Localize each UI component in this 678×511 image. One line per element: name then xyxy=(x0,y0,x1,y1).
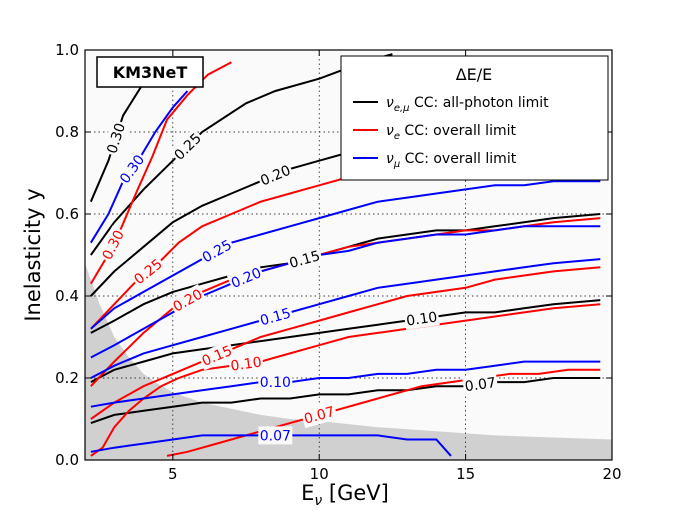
contour-line-0.10 xyxy=(90,303,601,457)
legend-box xyxy=(340,55,609,181)
x-tick-label: 20 xyxy=(602,465,621,483)
contour-label: 0.10 xyxy=(230,355,263,375)
x-axis-label: Eν [GeV] xyxy=(301,481,389,509)
contour-label-bg xyxy=(462,372,499,396)
contour-label: 0.10 xyxy=(405,309,438,329)
x-tick-label: 5 xyxy=(168,465,178,483)
contour-label-bg xyxy=(227,352,265,375)
contour-label-bg xyxy=(285,245,324,273)
contour-label-bg xyxy=(403,307,440,330)
contour-label-group: 0.07 xyxy=(258,426,293,445)
contour-label-bg xyxy=(97,225,129,264)
contour-label-bg xyxy=(168,283,207,317)
contour-line-0.10 xyxy=(90,299,601,383)
contour-label-group: 0.10 xyxy=(227,352,265,375)
x-tick-label: 10 xyxy=(310,465,329,483)
y-tick-label: 0.8 xyxy=(55,123,79,141)
badge: KM3NeT xyxy=(96,56,204,88)
contour-label: 0.07 xyxy=(260,428,291,444)
contour-label-bg xyxy=(258,373,293,392)
contour-line-0.15 xyxy=(90,266,601,420)
y-tick-label: 0.0 xyxy=(55,451,79,469)
badge-text: KM3NeT xyxy=(113,63,188,82)
contour-label-bg xyxy=(300,401,339,429)
contour-label-bg xyxy=(258,426,293,445)
legend-subscript: e xyxy=(394,131,400,142)
contour-label: 0.10 xyxy=(260,375,291,391)
y-tick-label: 1.0 xyxy=(55,41,79,59)
contour-label-bg xyxy=(129,253,167,290)
y-tick-label: 0.4 xyxy=(55,287,79,305)
legend-label: νμ CC: overall limit xyxy=(386,151,517,170)
legend-symbol: ν xyxy=(386,95,394,111)
x-tick-label: 15 xyxy=(456,465,475,483)
contour-label-bg xyxy=(197,340,236,371)
contour-label-bg xyxy=(256,303,295,330)
contour-label-bg xyxy=(256,160,295,190)
y-axis-label: Inelasticity y xyxy=(21,188,45,321)
legend-text: CC: overall limit xyxy=(400,151,517,167)
legend-title: ΔE/E xyxy=(456,65,493,84)
contour-label-group: 0.10 xyxy=(258,373,293,392)
legend-subscript: e,μ xyxy=(394,103,410,114)
y-tick-label: 0.6 xyxy=(55,205,79,223)
contour-line-0.15 xyxy=(90,258,601,379)
excluded-region xyxy=(85,263,612,460)
legend-symbol: ν xyxy=(386,151,394,167)
y-tick-label: 0.2 xyxy=(55,369,79,387)
contour-label-group: 0.10 xyxy=(403,307,440,330)
legend-text: CC: all-photon limit xyxy=(410,95,550,111)
legend-symbol: ν xyxy=(386,123,394,139)
legend-label: νe CC: overall limit xyxy=(386,123,516,142)
contour-line-0.07 xyxy=(90,377,601,425)
x-axis-label-sub: ν xyxy=(314,493,322,509)
contour-label-group: 0.07 xyxy=(462,372,499,396)
axis-ticks: 5 10 15 20 0.0 0.2 0.4 0.6 0.8 1.0 xyxy=(55,41,621,483)
badge-box xyxy=(96,56,204,88)
plot-frame xyxy=(84,49,613,461)
contour-label-bg xyxy=(226,262,266,293)
contour-label-bg xyxy=(169,128,206,165)
legend-subscript: μ xyxy=(393,159,400,170)
contour-line-0.25 xyxy=(90,180,601,330)
contour-label-bg xyxy=(114,149,150,188)
contour-label-bg xyxy=(197,234,236,268)
contour-label-bg xyxy=(101,119,130,158)
contour-line-0.07 xyxy=(166,368,601,457)
contour-label: 0.07 xyxy=(464,375,497,395)
legend-label: νe,μ CC: all-photon limit xyxy=(386,95,549,114)
contour-line-0.20 xyxy=(90,225,601,359)
legend-text: CC: overall limit xyxy=(400,123,517,139)
contour-line-0.10 xyxy=(90,360,601,408)
